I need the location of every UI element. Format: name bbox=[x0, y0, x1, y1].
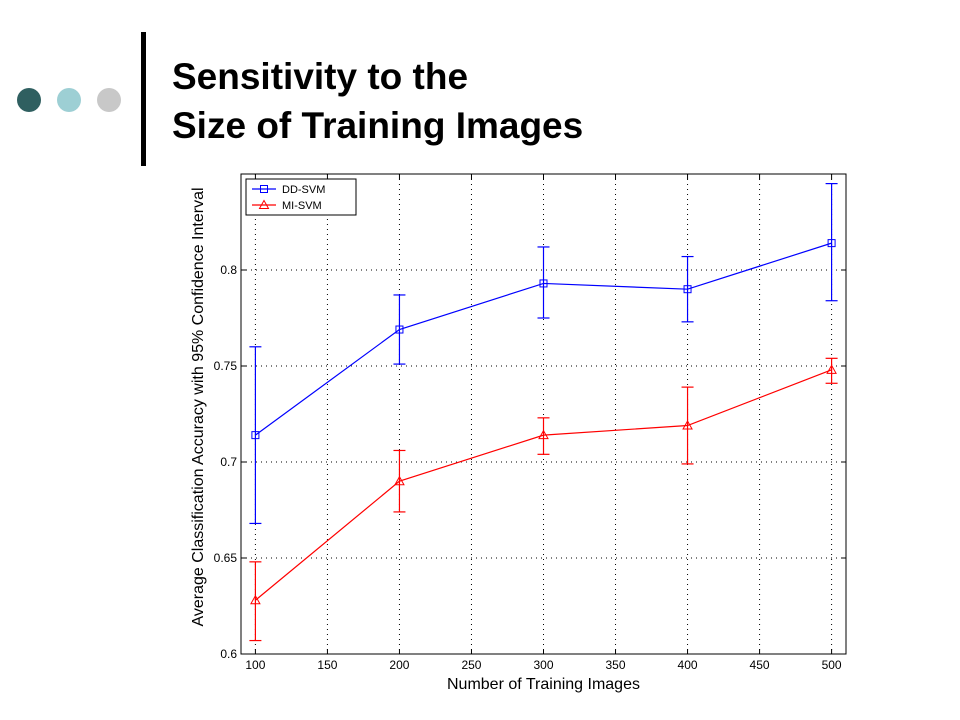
slide-title: Sensitivity to the Size of Training Imag… bbox=[172, 52, 583, 150]
decor-dot-gray bbox=[97, 88, 121, 112]
data-point bbox=[682, 420, 693, 430]
y-tick-label: 0.65 bbox=[214, 551, 238, 565]
decor-dot-teal bbox=[57, 88, 81, 112]
data-point bbox=[539, 279, 548, 288]
data-point bbox=[683, 285, 692, 294]
series-dd-svm bbox=[249, 183, 838, 525]
x-tick-label: 250 bbox=[461, 658, 481, 672]
data-point bbox=[250, 594, 261, 605]
legend-marker bbox=[258, 199, 270, 209]
legend: DD-SVM MI-SVM bbox=[245, 178, 357, 216]
slide-title-line-2: Size of Training Images bbox=[172, 105, 584, 146]
slide-title-line-1: Sensitivity to the bbox=[172, 56, 469, 97]
legend-marker bbox=[260, 185, 268, 193]
y-tick-label: 0.7 bbox=[220, 455, 237, 469]
x-tick-label: 200 bbox=[389, 658, 409, 672]
data-point bbox=[395, 325, 404, 334]
x-tick-label: 400 bbox=[678, 658, 698, 672]
x-tick-label: 500 bbox=[822, 658, 842, 672]
series-mi-svm bbox=[249, 357, 838, 642]
data-point bbox=[826, 364, 837, 374]
y-axis-label: Average Classification Accuracy with 95%… bbox=[190, 187, 207, 626]
legend-entry: MI-SVM bbox=[282, 200, 322, 212]
axis-ticks: 100 150 200 250 300 350 400 450 500 0.6 0.65 0.7 0.7… bbox=[214, 174, 846, 672]
grid-lines bbox=[241, 174, 846, 655]
x-tick-label: 100 bbox=[245, 658, 265, 672]
series-layer bbox=[249, 183, 838, 642]
y-tick-label: 0.8 bbox=[220, 263, 237, 277]
data-point bbox=[538, 429, 549, 440]
x-tick-label: 450 bbox=[750, 658, 770, 672]
data-point bbox=[827, 239, 836, 248]
legend-entry: DD-SVM bbox=[282, 184, 325, 196]
x-tick-label: 150 bbox=[317, 658, 337, 672]
y-tick-label: 0.75 bbox=[214, 359, 238, 373]
decor-dot-dark bbox=[17, 88, 41, 112]
x-axis-label: Number of Training Images bbox=[447, 676, 640, 693]
data-point bbox=[394, 475, 405, 486]
x-tick-label: 350 bbox=[606, 658, 626, 672]
title-divider-bar bbox=[141, 32, 146, 166]
y-tick-label: 0.6 bbox=[220, 647, 237, 661]
data-point bbox=[251, 431, 260, 440]
x-tick-label: 300 bbox=[533, 658, 553, 672]
